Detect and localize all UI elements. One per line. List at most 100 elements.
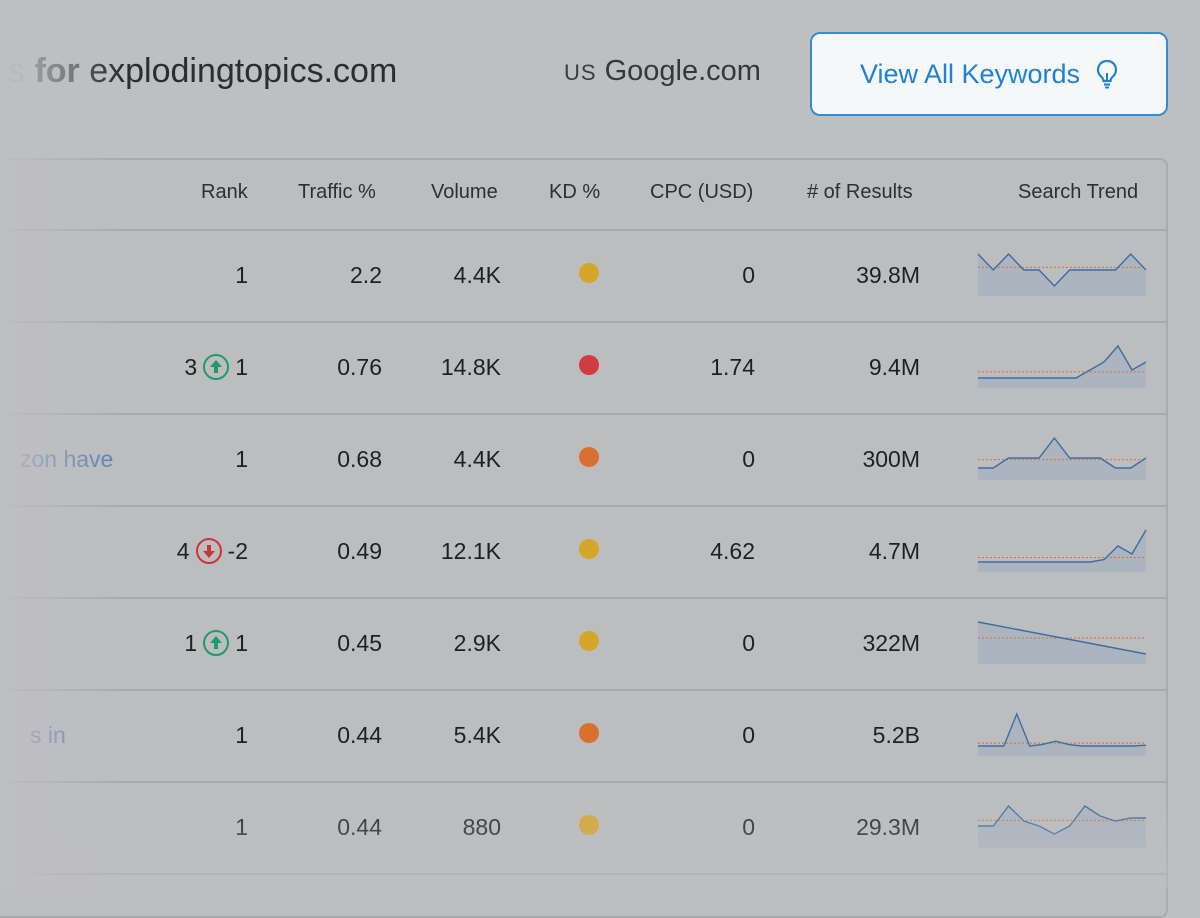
cpc-cell: 0 — [742, 630, 755, 656]
traffic-cell: 0.44 — [337, 814, 382, 840]
rank-value: 1 — [235, 722, 248, 748]
col-header-cpc[interactable]: CPC (USD) — [650, 181, 754, 203]
kd-difficulty-dot — [579, 263, 599, 283]
results-cell: 39.8M — [856, 262, 920, 288]
country-code: US — [564, 60, 597, 85]
trend-area — [978, 438, 1146, 480]
volume-cell: 4.4K — [453, 446, 501, 472]
rank-value: 1 — [235, 446, 248, 472]
rank-cell: 1 — [235, 814, 248, 841]
volume-cell: 4.4K — [453, 262, 501, 288]
title-for: for — [25, 52, 90, 90]
search-trend-sparkline — [978, 436, 1147, 480]
engine-name: Google.com — [604, 55, 761, 87]
kd-difficulty-dot — [579, 815, 599, 835]
col-header-traffic[interactable]: Traffic % — [298, 181, 376, 203]
cpc-cell: 0 — [742, 446, 755, 472]
rank-change-value: -2 — [227, 538, 248, 564]
keyword-link[interactable]: zon have — [20, 446, 114, 472]
search-trend-sparkline — [977, 621, 1147, 664]
rank-change-value: 1 — [235, 630, 248, 656]
trend-line — [978, 529, 1147, 563]
trend-line — [977, 252, 1147, 288]
rank-cell: 1 — [235, 446, 248, 473]
rank-up-arrow-icon — [203, 629, 230, 656]
search-engine-label: US Google.com — [564, 55, 761, 88]
col-header-results[interactable]: # of Results — [807, 181, 913, 203]
cpc-cell: 1.74 — [710, 354, 755, 380]
trend-area — [978, 254, 1146, 296]
rank-value: 1 — [235, 262, 248, 288]
view-all-keywords-label: View All Keywords — [859, 58, 1081, 89]
search-trend-sparkline — [978, 804, 1146, 848]
trend-area — [978, 530, 1146, 572]
traffic-cell: 0.76 — [337, 354, 382, 380]
search-trend-sparkline — [978, 529, 1147, 572]
search-trend-sparkline — [977, 252, 1147, 296]
lightbulb-icon — [1096, 59, 1118, 89]
traffic-cell: 0.68 — [337, 446, 382, 472]
rank-change-value: 1 — [235, 354, 248, 380]
title-domain: explodingtopics.com — [89, 52, 398, 90]
trend-area — [978, 346, 1146, 388]
traffic-cell: 2.2 — [350, 262, 382, 288]
kd-difficulty-dot — [579, 355, 599, 375]
col-header-kd[interactable]: KD % — [549, 181, 601, 203]
cpc-cell: 0 — [742, 722, 755, 748]
trend-line — [978, 436, 1147, 469]
traffic-cell: 0.49 — [337, 538, 382, 564]
search-trend-sparkline — [978, 344, 1147, 388]
rank-value: 1 — [235, 814, 248, 840]
traffic-cell: 0.45 — [337, 630, 382, 656]
volume-cell: 14.8K — [440, 354, 501, 380]
rank-cell: 1 — [235, 262, 248, 289]
volume-cell: 2.9K — [453, 630, 501, 656]
rank-value: 4 — [176, 538, 190, 564]
row-divider — [0, 689, 1168, 691]
kd-difficulty-dot — [579, 723, 599, 743]
rank-value: 1 — [184, 630, 198, 656]
results-cell: 5.2B — [872, 722, 920, 748]
row-divider — [0, 597, 1168, 599]
row-divider — [0, 413, 1168, 415]
search-trend-sparkline — [978, 712, 1147, 756]
kd-difficulty-dot — [579, 447, 599, 467]
traffic-cell: 0.44 — [337, 722, 382, 748]
cpc-cell: 4.62 — [710, 538, 755, 564]
row-divider — [0, 781, 1168, 783]
col-header-volume[interactable]: Volume — [431, 181, 498, 203]
trend-area — [978, 622, 1146, 664]
row-divider — [0, 873, 1168, 875]
title-prefix: s — [8, 52, 25, 90]
trend-line — [978, 712, 1147, 747]
row-divider — [0, 321, 1168, 323]
results-cell: 300M — [862, 446, 920, 472]
kd-difficulty-dot — [579, 539, 599, 559]
volume-cell: 12.1K — [440, 538, 501, 564]
col-header-search-trend: Search Trend — [1018, 181, 1139, 203]
rank-cell: 1 — [235, 722, 248, 749]
view-all-keywords-button[interactable]: View All Keywords — [810, 32, 1168, 116]
rank-down-arrow-icon — [195, 537, 222, 564]
trend-line — [978, 344, 1147, 379]
results-cell: 9.4M — [868, 354, 920, 380]
volume-cell: 880 — [462, 814, 501, 840]
rank-value: 3 — [184, 354, 198, 380]
trend-area — [978, 714, 1146, 756]
row-divider — [0, 505, 1168, 507]
results-cell: 4.7M — [868, 538, 920, 564]
col-header-rank[interactable]: Rank — [201, 181, 248, 203]
cpc-cell: 0 — [742, 262, 755, 288]
volume-cell: 5.4K — [453, 722, 501, 748]
keyword-link[interactable]: s in — [30, 722, 66, 748]
row-divider — [0, 229, 1168, 231]
results-cell: 322M — [862, 630, 920, 656]
results-cell: 29.3M — [856, 814, 920, 840]
cpc-cell: 0 — [742, 814, 755, 840]
trend-line — [977, 621, 1147, 655]
rank-cell: 4 -2 — [176, 537, 248, 566]
page-title: s for explodingtopics.com — [8, 52, 397, 91]
